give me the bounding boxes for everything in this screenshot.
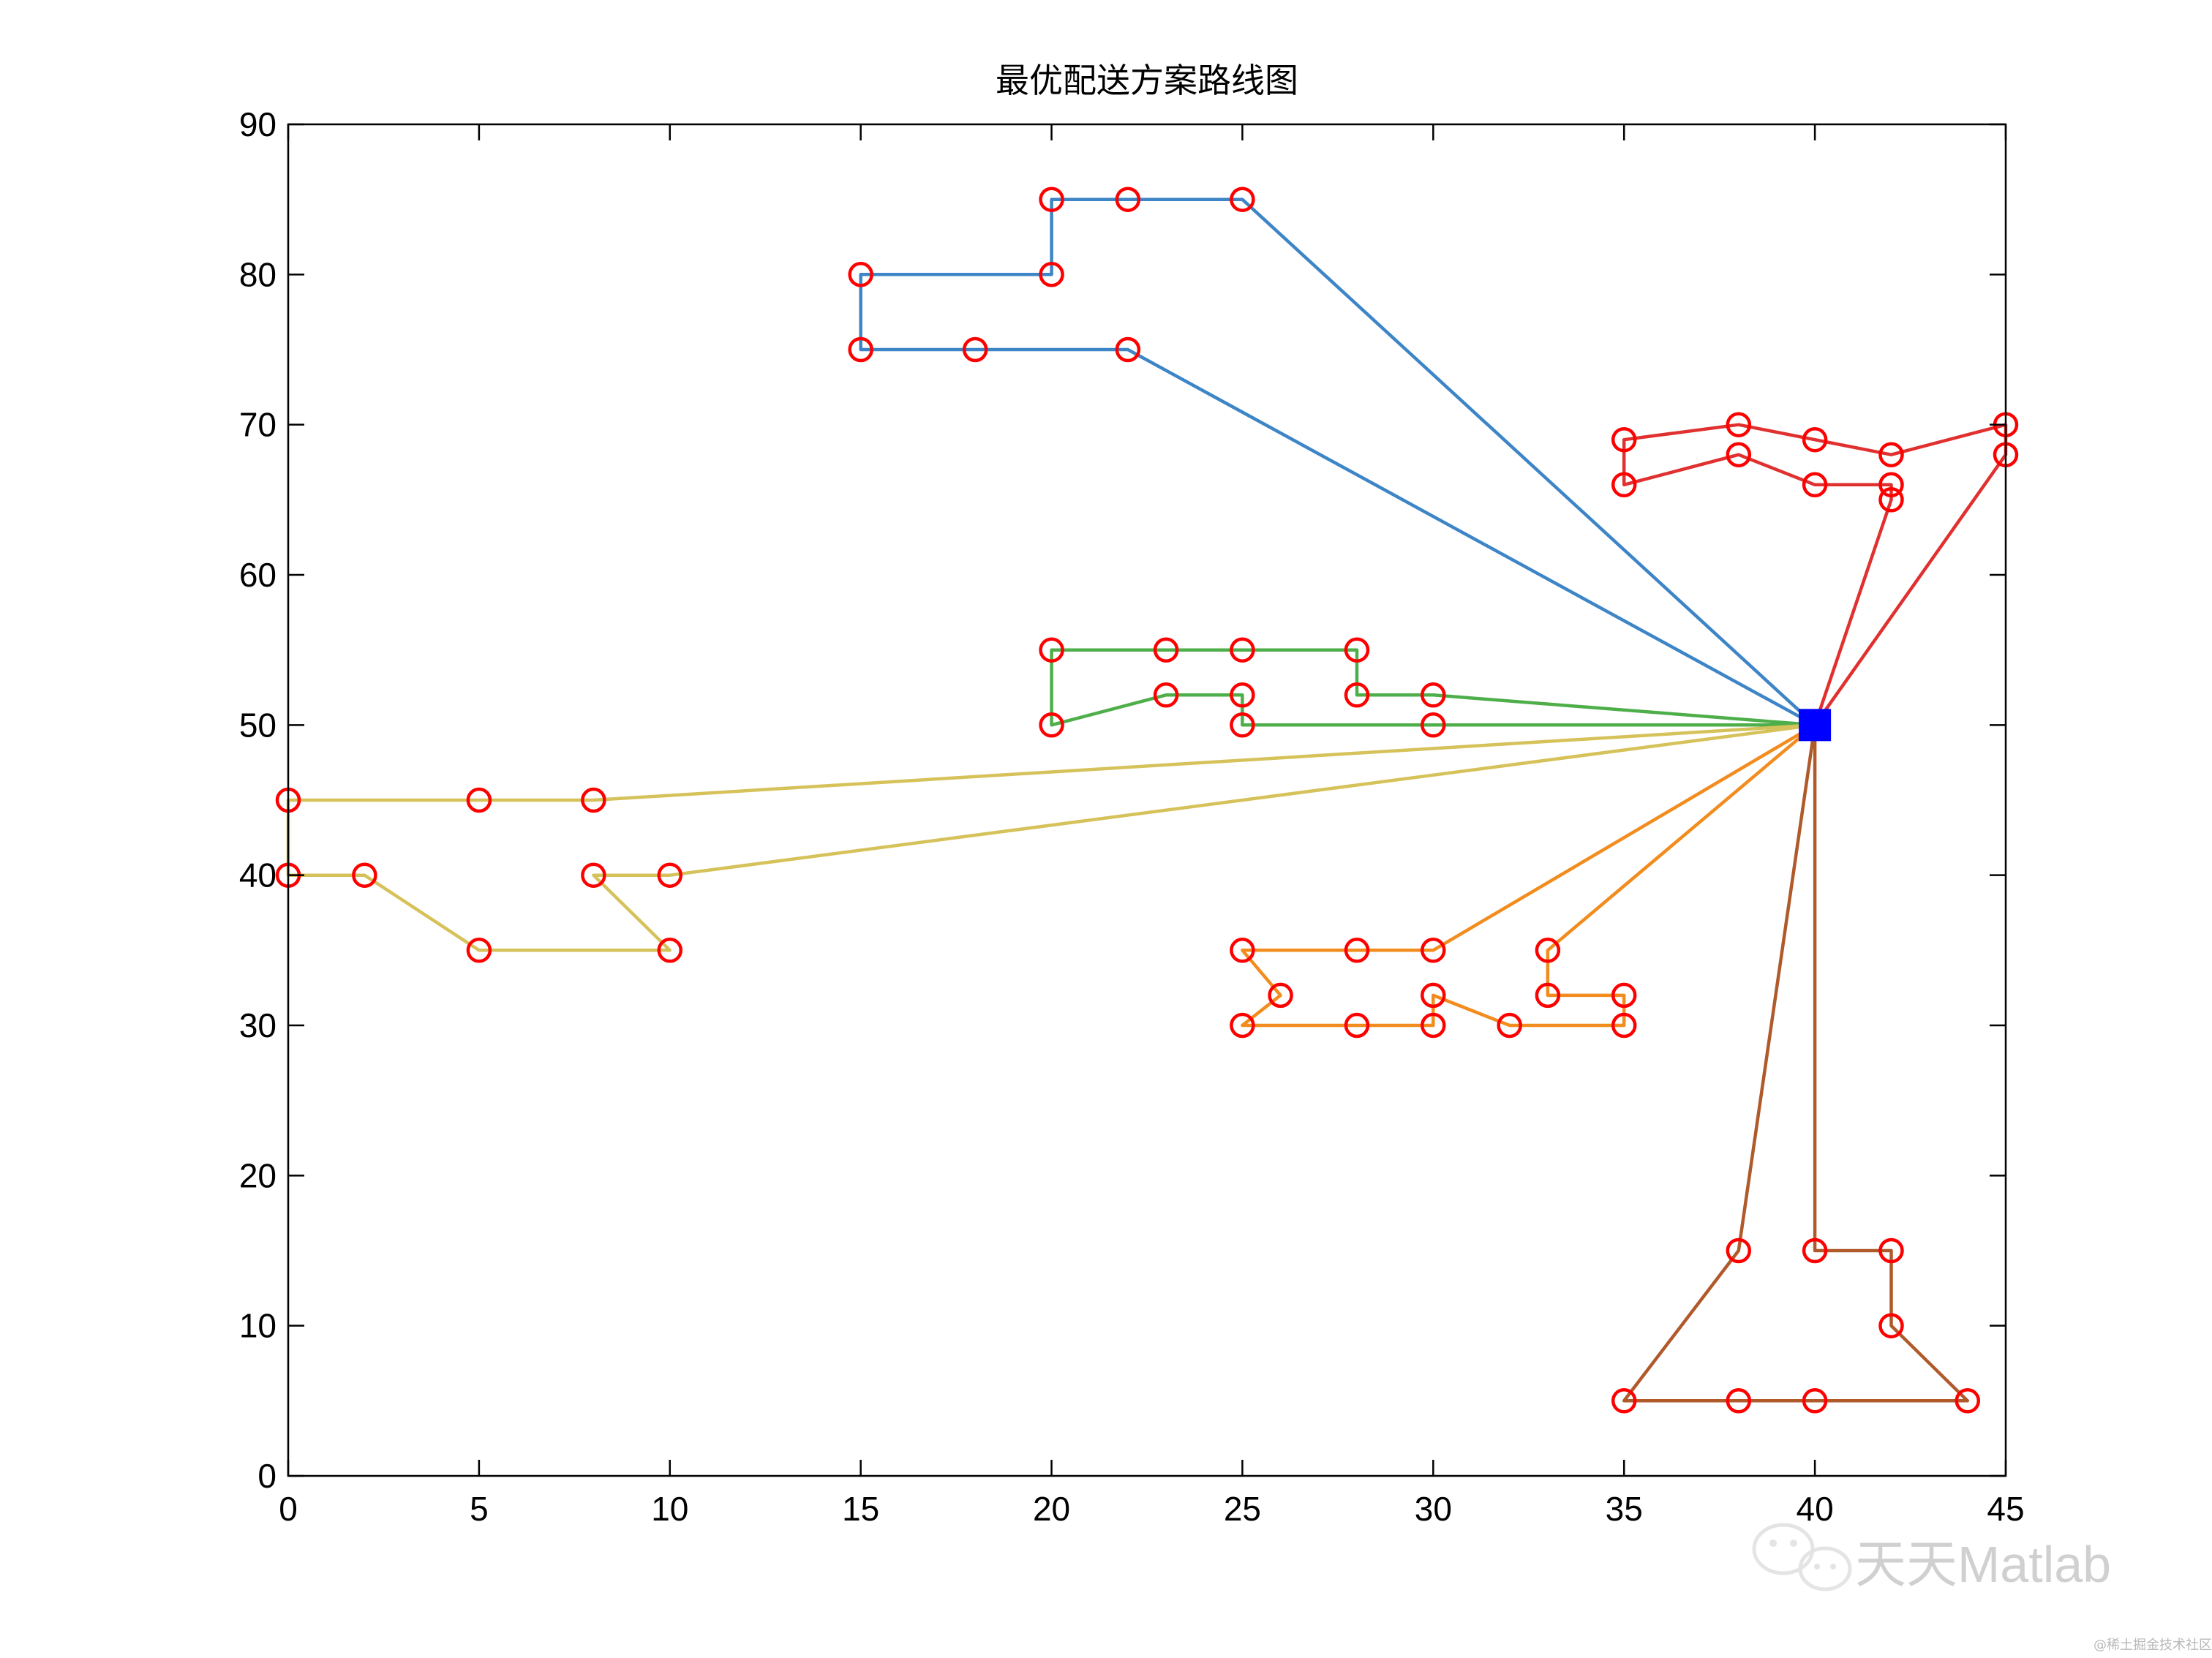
route-line-6 (1622, 724, 1970, 1403)
customer-marker (1153, 637, 1179, 663)
customer-marker (1497, 1012, 1522, 1039)
watermark: 天天Matlab @稀土掘金技术社区 (1752, 1523, 2212, 1653)
customer-marker (1268, 982, 1293, 1009)
customer-marker (848, 262, 873, 287)
customer-marker (1039, 186, 1064, 212)
customer-marker (1611, 1388, 1637, 1414)
depot-layer (1799, 709, 1832, 742)
customer-marker (1878, 487, 1904, 513)
y-axis: 0 10 20 30 40 50 60 70 80 90 (239, 105, 2006, 1495)
x-tick-label: 0 (279, 1490, 298, 1528)
customer-marker (1535, 982, 1561, 1009)
customer-marker (1344, 938, 1370, 963)
x-tick-label: 40 (1797, 1490, 1834, 1528)
customer-marker (1802, 1237, 1828, 1264)
customer-marker (1611, 982, 1637, 1009)
customer-marker (1421, 938, 1446, 963)
x-axis: 0 5 10 15 20 25 30 35 40 45 (279, 124, 2025, 1528)
x-tick-label: 20 (1033, 1490, 1070, 1528)
customer-marker (1878, 1237, 1904, 1264)
customer-marker (1955, 1388, 1981, 1414)
customer-marker (466, 938, 492, 963)
customer-marker (1726, 442, 1752, 467)
customer-marker (1611, 472, 1637, 498)
route-line-3 (1050, 648, 1816, 727)
customer-marker (1421, 982, 1446, 1009)
y-tick-label: 40 (239, 856, 276, 894)
customer-marker (848, 336, 873, 363)
x-tick-label: 30 (1415, 1490, 1452, 1528)
x-tick-label: 45 (1987, 1490, 2024, 1528)
route-line-5 (1241, 723, 1816, 1028)
route-line-4 (286, 723, 1816, 952)
customer-marker (1039, 262, 1064, 287)
wechat-icon (1752, 1523, 1852, 1591)
customer-marker (581, 787, 606, 813)
customer-marker (1115, 336, 1141, 363)
customer-marker (1802, 426, 1828, 453)
customer-marker (1230, 682, 1255, 708)
y-tick-label: 60 (239, 556, 276, 594)
customer-marker (1230, 637, 1255, 663)
customer-marker (1421, 1012, 1446, 1039)
customer-marker (1115, 186, 1141, 212)
customer-marker (962, 336, 988, 363)
customer-marker (657, 862, 683, 888)
route-line-1 (859, 197, 1816, 727)
customer-marker (1878, 442, 1904, 467)
customer-marker (1039, 712, 1064, 738)
customer-marker (1153, 682, 1179, 708)
customer-marker (1802, 1388, 1828, 1414)
route-line-2 (1622, 423, 2008, 726)
customer-marker (1878, 1313, 1904, 1338)
customer-marker (1611, 1012, 1637, 1039)
y-tick-label: 70 (239, 406, 276, 444)
y-tick-label: 90 (239, 105, 276, 143)
customer-marker (1039, 637, 1064, 663)
customer-marker (1344, 637, 1370, 663)
customer-marker (1230, 186, 1255, 212)
customer-marker (352, 862, 377, 888)
customer-marker (1611, 426, 1637, 453)
customer-marker (1344, 1012, 1370, 1039)
customer-marker (1230, 938, 1255, 963)
depot-marker (1799, 709, 1832, 742)
x-tick-label: 25 (1224, 1490, 1261, 1528)
y-tick-label: 80 (239, 255, 276, 293)
customer-marker (1878, 472, 1904, 498)
watermark-small-text: @稀土掘金技术社区 (2094, 1638, 2212, 1653)
y-tick-label: 0 (257, 1457, 276, 1495)
watermark-text: 天天Matlab (1855, 1536, 2111, 1593)
customer-marker (1802, 472, 1828, 498)
x-tick-label: 35 (1606, 1490, 1643, 1528)
x-tick-label: 15 (842, 1490, 879, 1528)
customer-marker (1344, 682, 1370, 708)
customer-marker (1535, 938, 1561, 963)
plot-frame (287, 123, 2007, 1477)
customer-marker (657, 938, 683, 963)
x-tick-label: 10 (651, 1490, 688, 1528)
y-tick-label: 10 (239, 1307, 276, 1345)
customer-marker (1230, 1012, 1255, 1039)
customer-marker (1726, 1388, 1752, 1414)
customer-marker (1726, 412, 1752, 437)
customer-marker (1421, 712, 1446, 738)
y-tick-label: 20 (239, 1156, 276, 1194)
customer-marker (1421, 682, 1446, 708)
customer-marker (1230, 712, 1255, 738)
y-tick-label: 30 (239, 1006, 276, 1044)
customer-marker (581, 862, 606, 888)
customer-marker (1726, 1237, 1752, 1264)
route-lines (286, 197, 2008, 1403)
customer-marker (466, 787, 492, 813)
chart-title: 最优配送方案路线图 (996, 61, 1298, 100)
y-tick-label: 50 (239, 706, 276, 744)
x-tick-label: 5 (470, 1490, 489, 1528)
